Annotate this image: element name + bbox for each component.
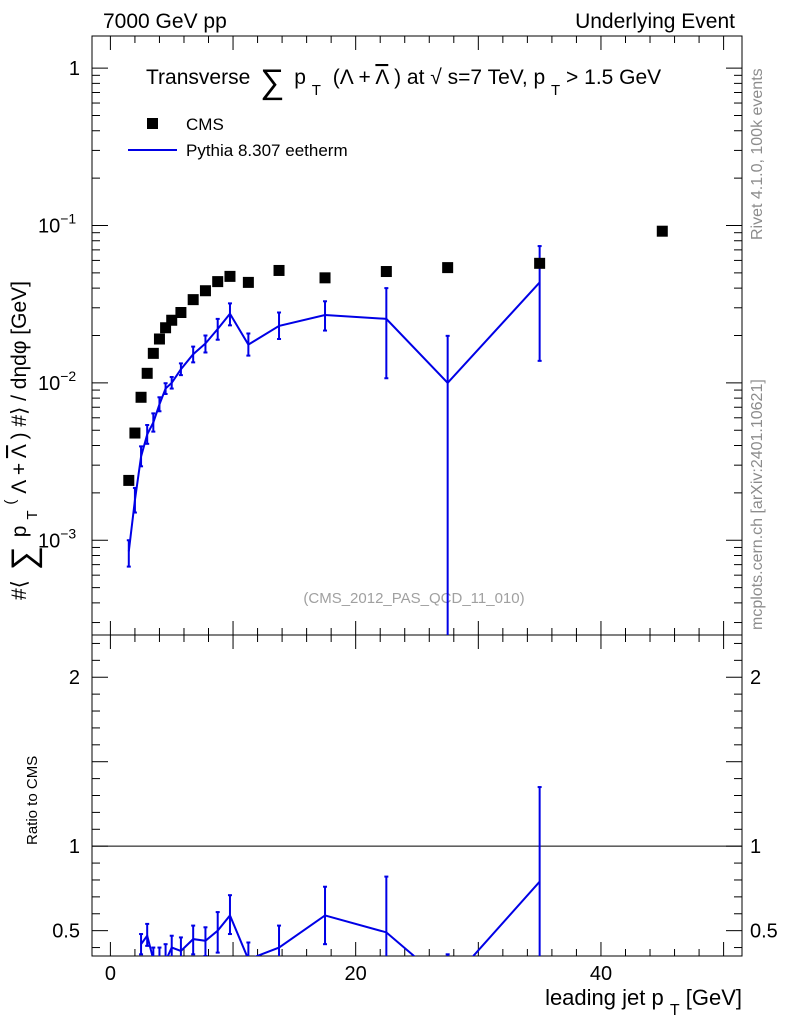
cms-point [212, 276, 224, 288]
x-tick-label: 40 [590, 963, 612, 985]
ratio-y-tick-label-right: 1 [750, 836, 761, 858]
cms-point [224, 270, 236, 282]
legend-cms-marker [147, 118, 158, 129]
x-tick-label: 0 [105, 963, 116, 985]
cms-point [129, 427, 141, 439]
y-tick-labels: 1 10−1 10−2 10−3 0.5 0.5 1 1 2 2 [38, 58, 778, 943]
cms-point [442, 262, 454, 274]
cms-point [534, 257, 546, 269]
cms-point [166, 314, 178, 326]
cms-point [242, 276, 254, 288]
header-left: 7000 GeV pp [103, 10, 227, 33]
cms-point [187, 294, 199, 306]
header-right: Underlying Event [575, 10, 735, 33]
cms-point [160, 322, 172, 334]
x-tick-labels: 0 20 40 [105, 963, 612, 985]
legend: CMS Pythia 8.307 eetherm [128, 115, 348, 160]
mcplots-label: mcplots.cern.ch [arXiv:2401.10621] [749, 379, 766, 630]
y-tick-label: 10−2 [38, 368, 76, 395]
rivet-label: Rivet 4.1.0, 100k events [749, 68, 766, 240]
ratio-line [140, 880, 541, 956]
cms-point [319, 272, 331, 284]
y-axis-label: #⟨ ∑ p T ( Λ + Λ ) #⟩ / dηdφ [GeV] [0, 281, 43, 600]
pythia-line [127, 281, 541, 552]
ratio-y-tick-label: 1 [69, 836, 80, 858]
x-axis-label: leading jet p T [GeV] [545, 985, 742, 1020]
cms-point [380, 266, 392, 278]
ratio-y-tick-label: 2 [69, 667, 80, 689]
x-tick-label: 20 [345, 963, 367, 985]
ratio-y-tick-label: 0.5 [52, 921, 80, 943]
ratio-y-tick-label-right: 2 [750, 667, 761, 689]
legend-cms-label: CMS [186, 115, 224, 134]
axis-ticks [92, 36, 742, 956]
y-tick-label: 10−3 [38, 525, 76, 552]
cms-point [175, 307, 187, 319]
legend-pythia-label: Pythia 8.307 eetherm [186, 141, 348, 160]
cms-point [135, 391, 147, 403]
main-series [123, 225, 668, 635]
cms-point [123, 474, 135, 486]
y-tick-label: 10−1 [38, 210, 76, 237]
ratio-panel-frame [91, 634, 743, 957]
ratio-y-axis-label: Ratio to CMS [24, 756, 41, 845]
ratio-series [139, 786, 542, 956]
ratio-y-tick-label-right: 0.5 [750, 921, 778, 943]
cms-point [147, 347, 159, 359]
y-tick-label: 1 [69, 58, 80, 80]
analysis-id: (CMS_2012_PAS_QCD_11_010) [303, 590, 524, 607]
cms-point [199, 285, 211, 297]
cms-point [656, 225, 668, 237]
cms-point [141, 367, 153, 379]
cms-point [153, 333, 165, 345]
chart-title: Transverse ∑ p T (Λ + Λ ) at √ s=7 TeV, … [146, 63, 661, 101]
cms-point [273, 264, 285, 276]
